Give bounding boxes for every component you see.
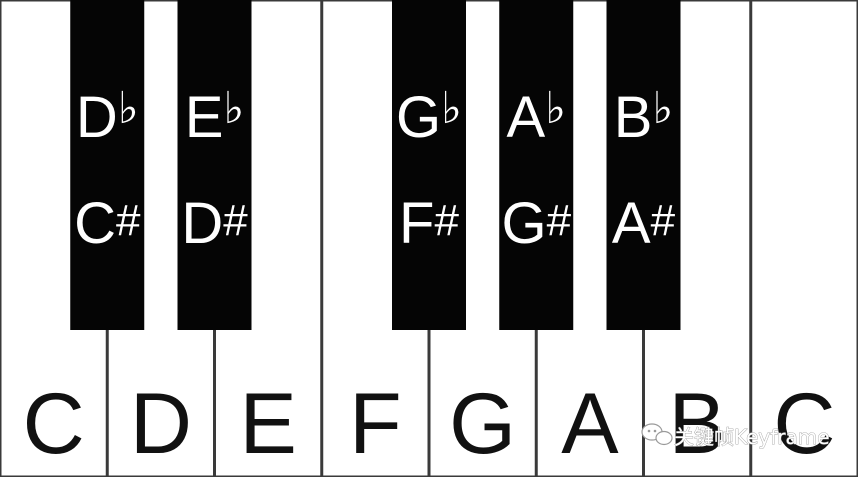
sharp-note-letter: D: [181, 191, 223, 256]
flat-note-letter: E: [185, 85, 224, 150]
black-key-sharp-label: G#: [501, 191, 571, 256]
watermark: 关键帧Keyframe: [641, 423, 830, 449]
flat-sign: ♭: [652, 84, 673, 133]
white-key-label: D: [130, 376, 192, 472]
flat-note-letter: G: [396, 85, 441, 150]
flat-note-letter: A: [507, 85, 546, 150]
sharp-sign: #: [434, 196, 459, 245]
black-key-flat-label: G♭: [396, 84, 462, 150]
flat-sign: ♭: [545, 84, 566, 133]
sharp-note-letter: G: [501, 191, 546, 256]
white-key-label: C: [23, 376, 85, 472]
black-keys: [70, 0, 681, 330]
black-key-sharp-label: C#: [74, 191, 141, 256]
black-key: [70, 0, 145, 330]
watermark-text: 关键帧Keyframe: [674, 425, 830, 449]
white-key-label: B: [668, 376, 725, 472]
black-key-flat-label: A♭: [507, 84, 566, 150]
sharp-sign: #: [223, 196, 248, 245]
black-key: [392, 0, 466, 330]
flat-sign: ♭: [118, 84, 139, 133]
flat-note-letter: B: [614, 85, 653, 150]
flat-sign: ♭: [223, 84, 244, 133]
sharp-sign: #: [116, 196, 141, 245]
black-key-sharp-label: A#: [612, 191, 676, 256]
black-key-flat-label: D♭: [76, 84, 139, 150]
chat-bubble-icon: [641, 423, 673, 446]
sharp-sign: #: [547, 196, 572, 245]
black-key: [177, 0, 252, 330]
sharp-note-letter: A: [612, 191, 651, 256]
white-key-label: F: [349, 376, 402, 472]
sharp-sign: #: [651, 196, 676, 245]
flat-sign: ♭: [441, 84, 462, 133]
white-key-label: C: [773, 376, 835, 472]
black-key: [606, 0, 681, 330]
black-key-sharp-label: F#: [399, 191, 459, 256]
sharp-note-letter: C: [74, 191, 116, 256]
black-key-labels: D♭C#E♭D#G♭F#A♭G#B♭A#: [74, 84, 676, 256]
flat-note-letter: D: [76, 85, 118, 150]
white-key-label: E: [239, 376, 296, 472]
white-key: [750, 0, 858, 477]
black-key-flat-label: E♭: [185, 84, 244, 150]
white-key-label: A: [561, 376, 619, 472]
black-key-sharp-label: D#: [181, 191, 248, 256]
sharp-note-letter: F: [399, 191, 434, 256]
black-key: [499, 0, 574, 330]
white-key-label: G: [449, 376, 516, 472]
black-key-flat-label: B♭: [614, 84, 673, 150]
